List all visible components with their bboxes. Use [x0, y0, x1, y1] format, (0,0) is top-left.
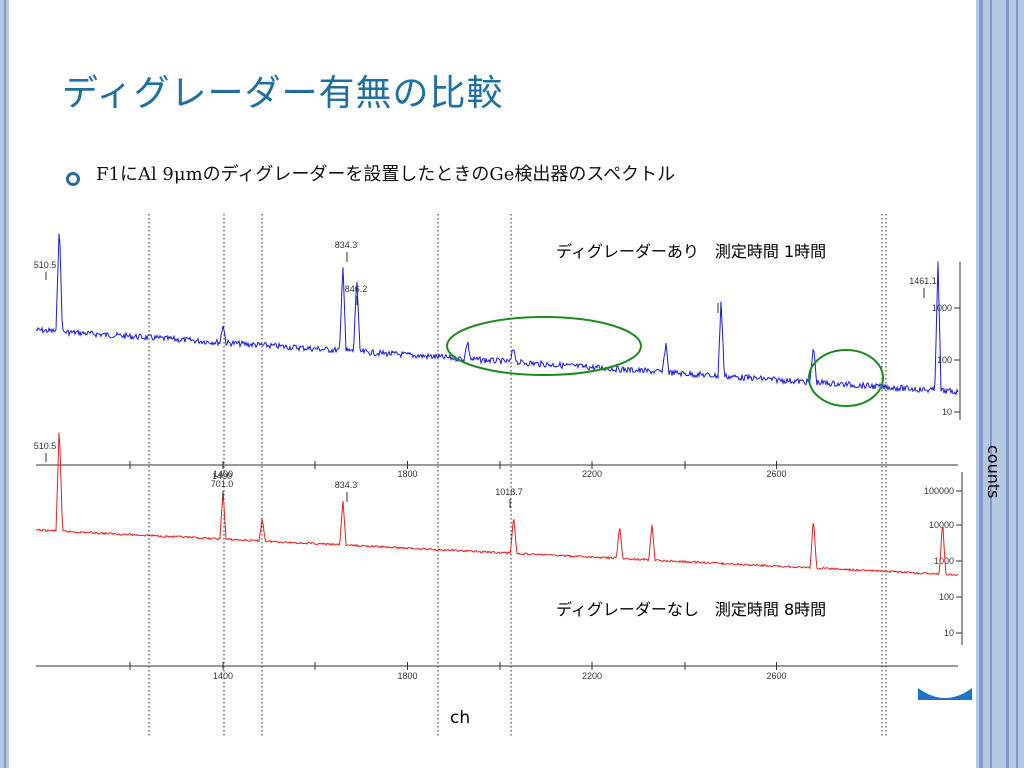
x-tick-label: 1800: [397, 671, 417, 681]
highlight-ellipse-small: [808, 349, 884, 407]
peak-label: 510.5: [34, 441, 57, 451]
bullet-text: F1にAl 9μmのディグレーダーを設置したときのGe検出器のスペクトル: [96, 164, 676, 185]
y-tick-label: 10: [942, 407, 952, 417]
slide-frame-left: [0, 0, 9, 768]
label-with-degrader: ディグレーダーあり 測定時間 1時間: [556, 242, 827, 261]
peak-label: 1400: [212, 471, 232, 481]
label-without-degrader: ディグレーダーなし 測定時間 8時間: [556, 600, 827, 619]
peak-label: 1461.1: [909, 276, 937, 286]
y-tick-label: 10: [944, 628, 954, 638]
x-tick-label: 2200: [582, 469, 602, 479]
peak-label: 846.2: [345, 284, 368, 294]
x-tick-label: 1800: [397, 469, 417, 479]
peak-label: 834.3: [335, 240, 358, 250]
x-tick-label: 1400: [213, 671, 233, 681]
peak-label: 510.5: [34, 260, 57, 270]
bullet-icon: [66, 172, 80, 186]
corner-shape: [918, 688, 972, 700]
x-tick-label: 2600: [766, 469, 786, 479]
spectrum-line-2: [35, 432, 959, 576]
peak-label: 834.3: [335, 480, 358, 490]
highlight-ellipse-wide: [446, 316, 642, 376]
y-tick-label: 100000: [924, 486, 954, 496]
x-tick-label: 2600: [766, 671, 786, 681]
y-tick-label: 1000: [932, 303, 952, 313]
y-tick-label: 10000: [929, 520, 954, 530]
peak-label: 701.0: [211, 479, 234, 489]
slide-frame-right: [976, 0, 1024, 768]
counts-axis-label: counts: [984, 445, 1003, 499]
ch-axis-label: ch: [450, 708, 471, 728]
y-tick-label: 100: [939, 592, 954, 602]
x-tick-label: 1400: [213, 469, 233, 479]
y-tick-label: 100: [937, 355, 952, 365]
slide-title: ディグレーダー有無の比較: [62, 73, 504, 114]
peak-label: 1018.7: [495, 487, 523, 497]
y-tick-label: 1000: [934, 556, 954, 566]
x-tick-label: 2200: [582, 671, 602, 681]
spectrum-line-1: [35, 233, 959, 397]
